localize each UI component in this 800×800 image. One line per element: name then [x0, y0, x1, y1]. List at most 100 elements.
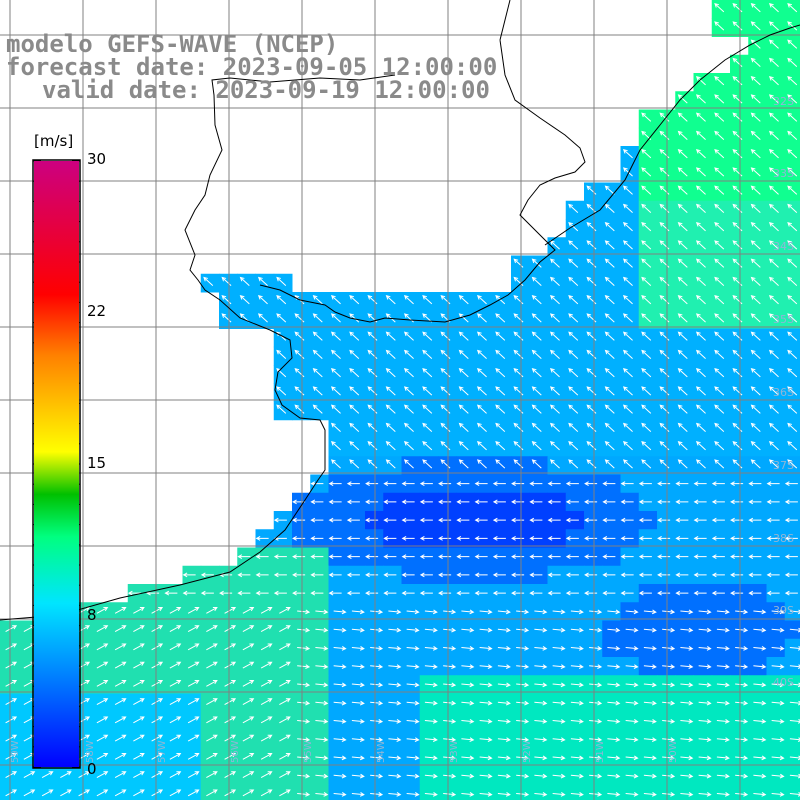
- wind-arrow: [406, 719, 420, 724]
- wind-arrow: [370, 700, 384, 706]
- wind-speed-cell: [292, 784, 311, 800]
- wind-arrow: [292, 590, 306, 596]
- wind-arrow: [333, 646, 347, 651]
- wind-arrow: [333, 664, 347, 669]
- wind-arrow: [659, 459, 670, 469]
- wind-arrow: [330, 386, 341, 396]
- wind-arrow: [659, 441, 670, 451]
- wind-arrow: [333, 682, 347, 688]
- wind-speed-cell: [200, 784, 220, 800]
- wind-arrow: [346, 481, 360, 486]
- wind-arrow: [367, 349, 378, 359]
- wind-arrow: [607, 609, 621, 615]
- wind-arrow: [622, 331, 633, 341]
- wind-arrow: [370, 773, 384, 779]
- wind-arrow: [260, 661, 273, 669]
- wind-arrow: [568, 240, 579, 250]
- wind-arrow: [698, 755, 712, 761]
- wind-arrow: [586, 313, 597, 323]
- wind-arrow: [659, 112, 670, 122]
- wind-arrow: [224, 734, 237, 742]
- wind-arrow: [586, 276, 597, 286]
- wind-arrow: [388, 737, 402, 742]
- wind-arrow: [516, 737, 530, 742]
- wind-arrow: [771, 682, 785, 688]
- wind-arrow: [732, 222, 743, 232]
- wind-arrow: [133, 625, 145, 632]
- wind-arrow: [516, 773, 530, 779]
- wind-arrow: [677, 331, 688, 341]
- wind-arrow: [349, 295, 360, 305]
- wind-arrow: [680, 646, 694, 651]
- wind-arrow: [330, 349, 341, 359]
- wind-arrow: [370, 682, 384, 688]
- wind-arrow: [461, 646, 475, 651]
- wind-arrow: [279, 734, 291, 742]
- wind-arrow: [787, 21, 798, 31]
- wind-arrow: [260, 643, 273, 651]
- wind-arrow: [750, 76, 761, 86]
- wind-arrow: [461, 755, 475, 761]
- wind-arrow: [479, 737, 493, 742]
- wind-arrow: [622, 185, 633, 195]
- wind-speed-cell: [419, 784, 439, 800]
- wind-arrow: [714, 185, 725, 195]
- wind-arrow: [622, 404, 633, 414]
- wind-speed-cell: [784, 127, 800, 147]
- wind-arrow: [750, 21, 761, 31]
- wind-arrow: [474, 554, 488, 559]
- wind-arrow: [675, 517, 689, 523]
- wind-arrow: [565, 481, 579, 486]
- wind-arrow: [403, 404, 414, 414]
- lon-label: 57W: [157, 740, 168, 763]
- wind-arrow: [497, 627, 511, 633]
- wind-arrow: [787, 94, 798, 104]
- wind-arrow: [677, 295, 688, 305]
- wind-arrow: [330, 422, 341, 432]
- wind-arrow: [114, 643, 127, 651]
- wind-arrow: [771, 627, 785, 633]
- wind-speed-cell: [91, 784, 110, 800]
- wind-arrow: [534, 755, 548, 761]
- wind-arrow: [401, 572, 415, 578]
- wind-arrow: [370, 609, 384, 615]
- wind-speed-cell: [693, 784, 713, 800]
- wind-arrow: [23, 789, 36, 797]
- wind-arrow: [716, 627, 730, 633]
- wind-arrow: [787, 130, 798, 140]
- wind-arrow: [730, 481, 744, 486]
- wind-arrow: [659, 149, 670, 159]
- wind-arrow: [698, 646, 712, 651]
- wind-arrow: [787, 203, 798, 213]
- wind-arrow: [552, 719, 566, 724]
- wind-arrow: [349, 386, 360, 396]
- wind-arrow: [641, 422, 652, 432]
- wind-arrow: [657, 572, 671, 578]
- wind-arrow: [662, 792, 676, 797]
- wind-arrow: [513, 368, 524, 378]
- lon-label: 53W: [449, 740, 460, 763]
- wind-arrow: [641, 276, 652, 286]
- wind-arrow: [787, 112, 798, 122]
- wind-arrow: [730, 554, 744, 559]
- wind-arrow: [604, 203, 615, 213]
- wind-arrow: [714, 112, 725, 122]
- wind-arrow: [602, 554, 616, 559]
- wind-arrow: [695, 240, 706, 250]
- wind-arrow: [695, 349, 706, 359]
- wind-arrow: [732, 276, 743, 286]
- wind-arrow: [750, 459, 761, 469]
- wind-arrow: [260, 753, 273, 760]
- wind-arrow: [516, 792, 530, 797]
- wind-arrow: [294, 331, 305, 341]
- wind-arrow: [586, 295, 597, 305]
- wind-speed-cell: [784, 401, 800, 421]
- wind-arrow: [461, 609, 475, 615]
- wind-arrow: [422, 331, 433, 341]
- wind-arrow: [531, 422, 542, 432]
- wind-arrow: [714, 21, 725, 31]
- wind-arrow: [422, 441, 433, 451]
- wind-arrow: [388, 792, 402, 797]
- wind-arrow: [133, 680, 145, 687]
- wind-arrow: [513, 258, 524, 268]
